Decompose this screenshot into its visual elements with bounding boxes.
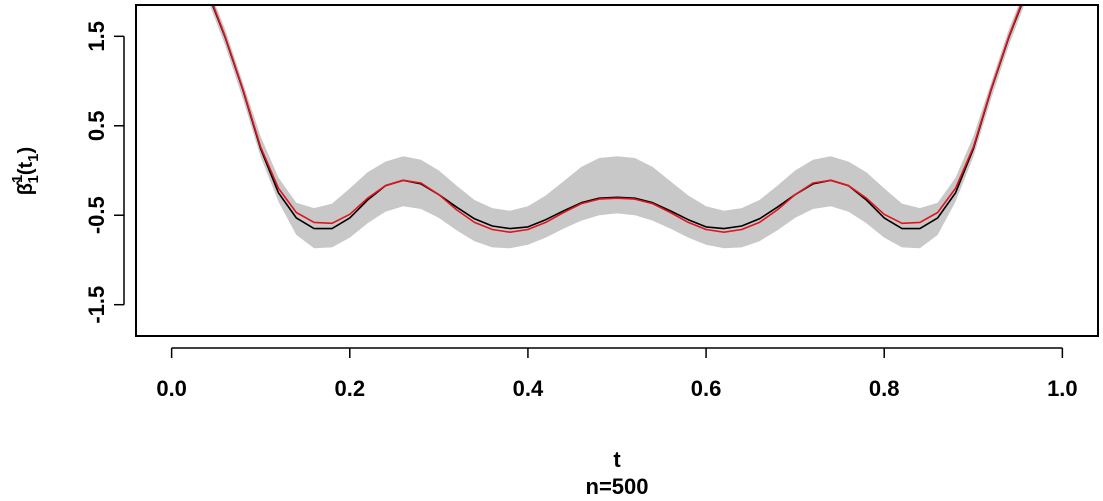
x-tick-label: 0.0	[156, 376, 187, 401]
x-tick-label: 0.6	[691, 376, 722, 401]
true-function-line	[211, 5, 1023, 230]
y-axis-title-subscript: 1	[25, 175, 42, 183]
confidence-band	[209, 5, 1025, 249]
x-tick-label: 0.2	[334, 376, 365, 401]
plot-area	[209, 5, 1025, 249]
y-tick-label: 0.5	[84, 111, 109, 142]
estimated-function-line	[212, 5, 1022, 233]
y-axis-title-arg-subscript: 1	[25, 153, 42, 161]
x-tick-label: 0.4	[513, 376, 544, 401]
y-axis: -1.5 -0.5 0.5 1.5	[84, 21, 125, 324]
y-tick-label: 1.5	[84, 21, 109, 52]
y-axis-title-arg-close: )	[15, 147, 37, 154]
x-axis-title: t	[613, 447, 621, 472]
y-tick-label: -1.5	[84, 286, 109, 324]
y-axis-title-symbol: β̂	[15, 179, 37, 195]
x-axis: 0.0 0.2 0.4 0.6 0.8 1.0	[156, 347, 1078, 401]
y-axis-title-arg-open: (t	[15, 161, 37, 175]
x-tick-label: 1.0	[1047, 376, 1078, 401]
x-tick-label: 0.8	[869, 376, 900, 401]
y-axis-title-superscript: 1	[9, 175, 26, 183]
plot-frame	[135, 4, 1099, 337]
chart-subtitle: n=500	[586, 474, 649, 499]
y-axis-title: β̂11(t1)	[9, 147, 42, 195]
y-tick-label: -0.5	[84, 196, 109, 234]
